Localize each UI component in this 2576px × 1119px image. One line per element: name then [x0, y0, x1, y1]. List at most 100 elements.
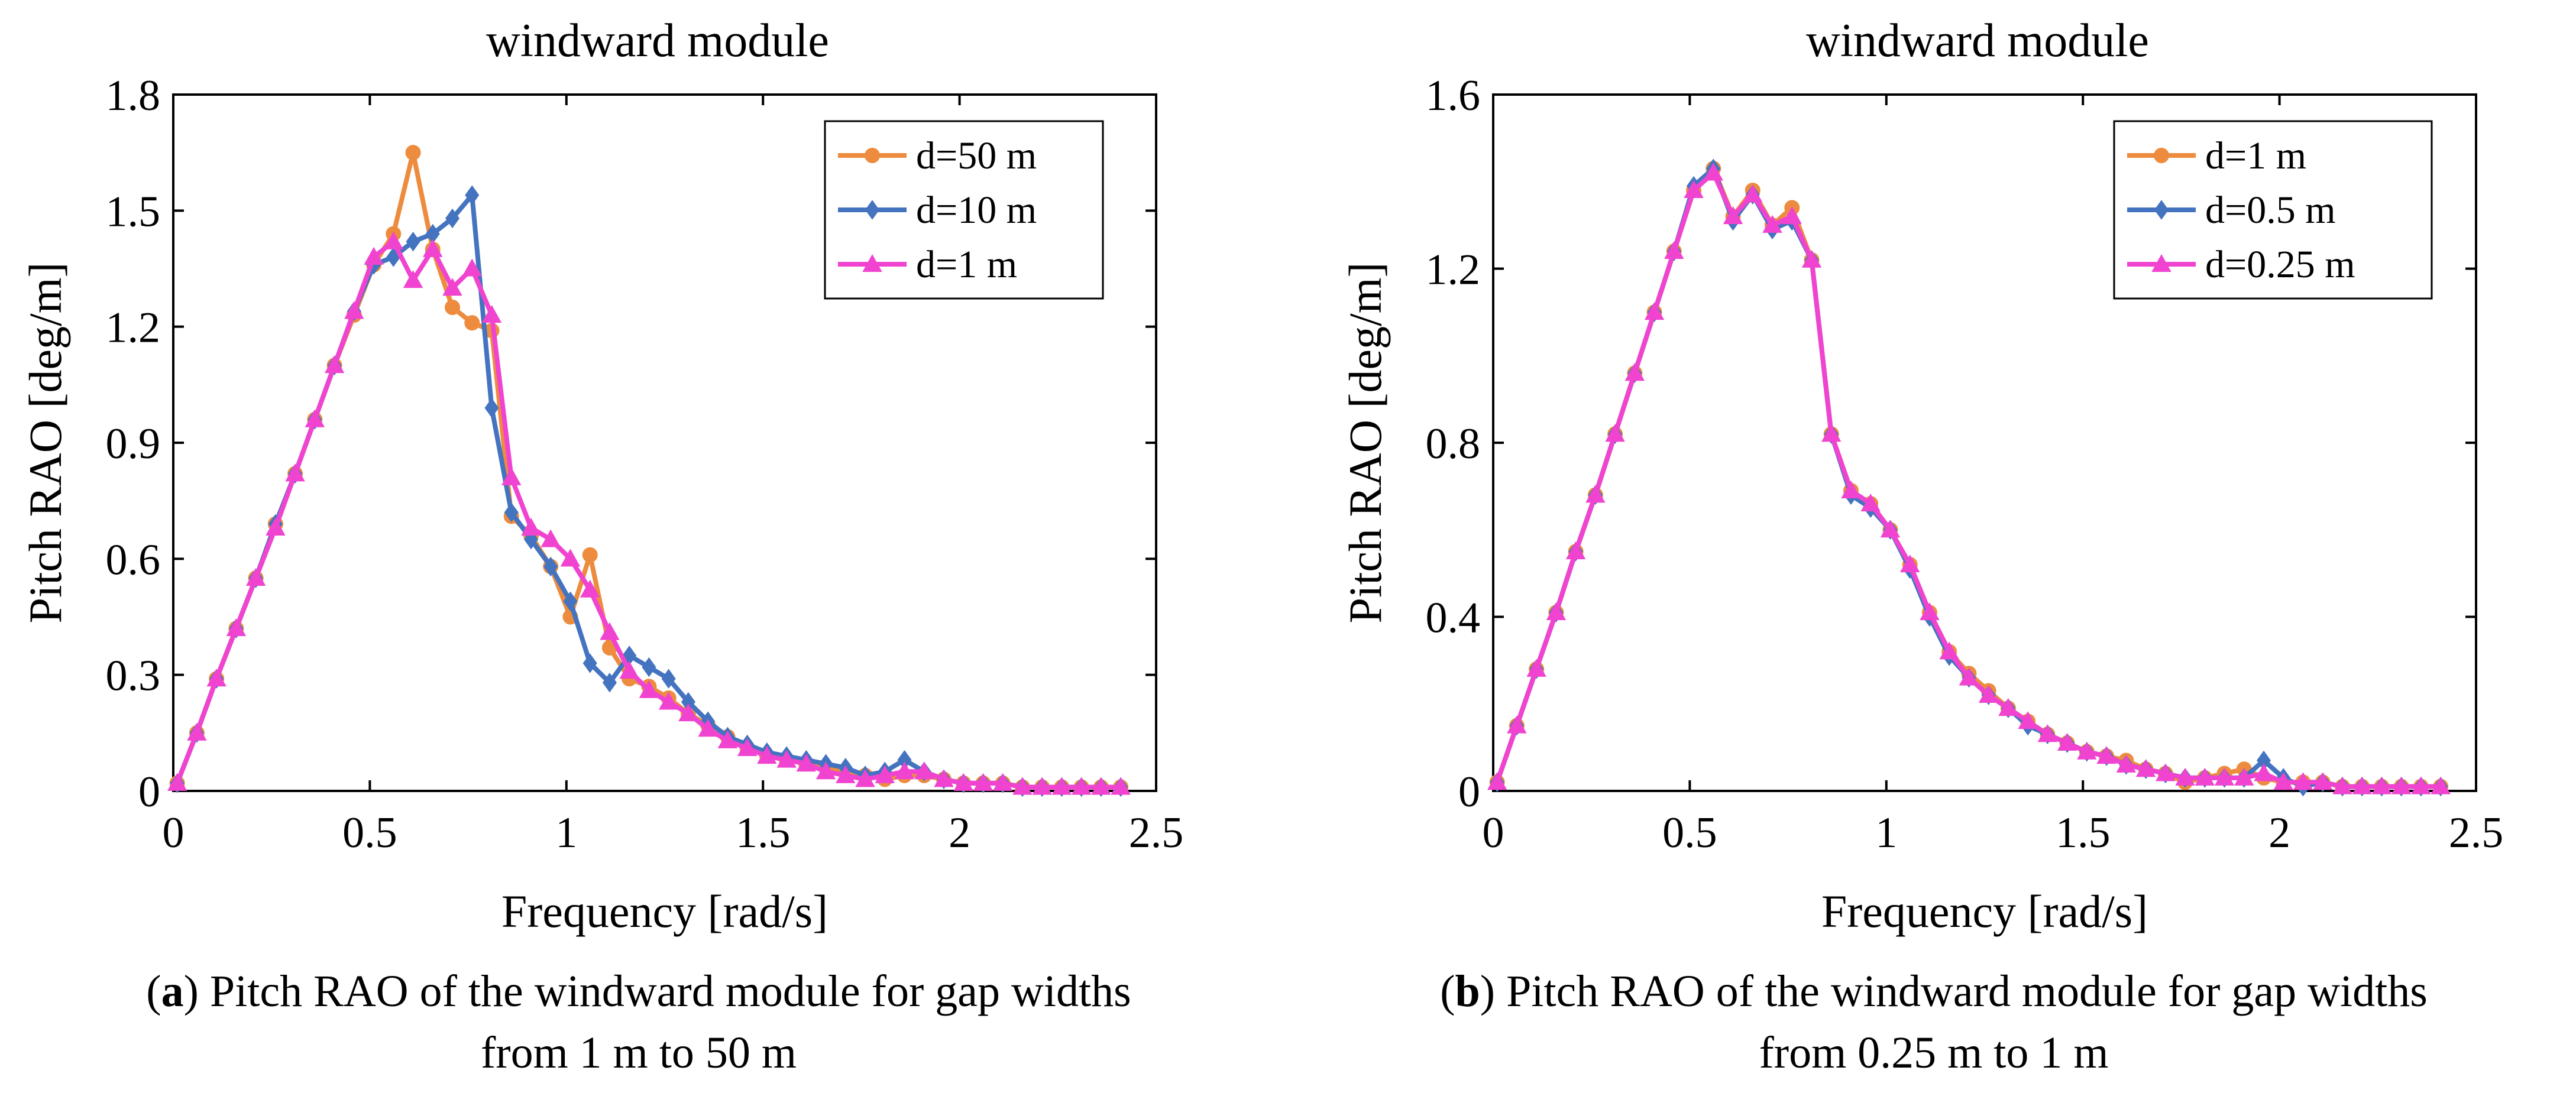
x-tick-label: 0: [1483, 809, 1504, 857]
chart-title: windward module: [486, 15, 829, 67]
data-point: [1899, 554, 1920, 573]
data-point: [678, 703, 698, 722]
data-point: [2195, 767, 2215, 786]
x-tick-label: 0: [163, 809, 185, 857]
data-point: [934, 769, 954, 787]
legend-marker: [2154, 148, 2169, 163]
chart-title: windward module: [1806, 15, 2149, 67]
data-point: [1071, 777, 1092, 795]
data-point: [1605, 424, 1625, 442]
series-line: [174, 239, 1124, 790]
data-point: [1998, 698, 2018, 716]
data-point: [2214, 767, 2235, 786]
data-point: [776, 750, 797, 768]
data-point: [405, 145, 421, 161]
data-point: [2332, 776, 2352, 794]
data-point: [1782, 206, 1802, 225]
y-tick-label: 0.9: [106, 420, 161, 468]
data-point: [226, 618, 247, 637]
data-point: [600, 622, 620, 640]
y-tick-label: 0.4: [1426, 594, 1481, 643]
data-point: [442, 278, 462, 296]
data-point: [661, 669, 676, 689]
data-point: [2096, 746, 2117, 764]
data-point: [875, 765, 895, 783]
y-tick-label: 0.8: [1426, 420, 1481, 468]
data-point: [1051, 777, 1072, 795]
data-point: [245, 567, 266, 586]
legend-marker: [2151, 254, 2172, 272]
data-point: [815, 761, 836, 780]
data-point: [1841, 480, 1861, 498]
data-point: [543, 556, 558, 577]
data-point: [1111, 777, 1131, 795]
data-point: [2077, 741, 2097, 760]
data-point: [973, 773, 993, 791]
series-3: [1487, 163, 2451, 794]
data-point: [445, 208, 460, 229]
data-point: [658, 692, 679, 710]
data-point: [698, 719, 718, 737]
data-point: [836, 765, 856, 783]
legend-label: d=10 m: [916, 189, 1037, 232]
legend-label: d=0.5 m: [2205, 189, 2336, 232]
data-point: [737, 738, 758, 757]
data-point: [639, 680, 659, 698]
data-point: [383, 231, 403, 249]
data-point: [2234, 767, 2254, 786]
y-tick-label: 1.8: [106, 72, 161, 120]
data-point: [619, 661, 639, 679]
data-point: [305, 409, 325, 427]
y-tick-label: 1.5: [106, 187, 161, 236]
data-point: [1959, 667, 1979, 686]
data-point: [1012, 777, 1033, 795]
legend-marker: [862, 254, 882, 272]
caption-a-open: (: [146, 966, 161, 1016]
caption-a-text: Pitch RAO of the windward module for gap…: [198, 966, 1131, 1016]
data-point: [484, 398, 499, 418]
data-point: [1920, 602, 1940, 621]
x-tick-label: 1: [555, 809, 577, 857]
y-axis-label: Pitch RAO [deg/m]: [20, 262, 71, 624]
legend-label: d=1 m: [2205, 134, 2306, 177]
data-point: [2313, 772, 2333, 790]
data-point: [953, 773, 973, 791]
legend-marker: [865, 200, 880, 220]
x-tick-label: 1.5: [736, 809, 791, 857]
chart-b: windward module 0 0.5 1 1.5 2 2.5 0 0.4 0.8 1.2 1.6…: [1339, 15, 2503, 937]
data-point: [642, 657, 656, 677]
data-point: [364, 246, 384, 265]
caption-b-text: Pitch RAO of the windward module for gap…: [1495, 966, 2428, 1016]
data-point: [1880, 520, 1901, 538]
series-3: [167, 231, 1131, 795]
data-point: [582, 547, 598, 563]
data-point: [1664, 241, 1684, 260]
caption-a-line1: (a) Pitch RAO of the windward module for…: [77, 961, 1200, 1022]
data-point: [582, 653, 597, 673]
y-tick-label: 0: [1458, 768, 1480, 816]
data-point: [2273, 772, 2293, 790]
data-point: [445, 299, 461, 315]
data-point: [481, 304, 502, 323]
data-point: [1703, 163, 1723, 181]
data-point: [285, 463, 305, 482]
data-point: [2156, 763, 2176, 781]
data-point: [2352, 776, 2372, 794]
data-point: [757, 746, 777, 764]
data-point: [1723, 206, 1743, 225]
data-point: [1978, 685, 1999, 703]
data-point: [324, 355, 345, 374]
data-point: [423, 239, 443, 257]
data-point: [1624, 363, 1645, 381]
y-tick-label: 1.2: [1426, 246, 1481, 294]
legend-marker: [2154, 200, 2169, 220]
caption-b-line2: from 0.25 m to 1 m: [1759, 1028, 2109, 1078]
x-axis-label: Frequency [rad/s]: [1821, 886, 2148, 937]
data-point: [1684, 180, 1704, 198]
data-point: [464, 315, 480, 331]
x-axis-label: Frequency [rad/s]: [501, 886, 828, 937]
data-point: [2057, 732, 2077, 751]
data-point: [2431, 776, 2451, 794]
data-point: [1032, 777, 1052, 795]
data-point: [1091, 777, 1111, 795]
